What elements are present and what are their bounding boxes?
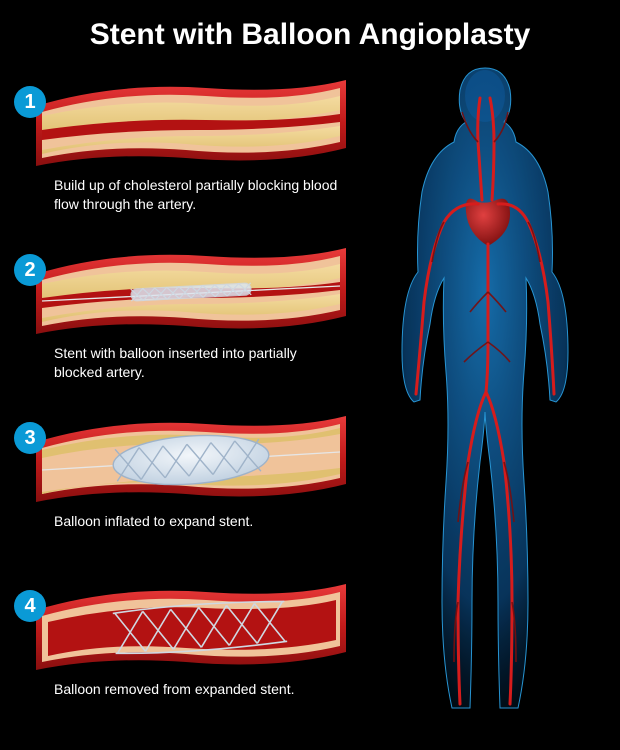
step-badge: 2 xyxy=(14,254,46,286)
step-4: 4 Balloon removed from expanded stent. xyxy=(10,582,360,722)
steps-column: 1 Build up of cholesterol partially bloc… xyxy=(10,78,360,750)
artery-illustration-blocked xyxy=(36,78,346,168)
step-badge: 4 xyxy=(14,590,46,622)
artery-illustration-stent-inserted xyxy=(36,246,346,336)
human-body-circulatory-diagram xyxy=(360,62,610,722)
step-caption: Stent with balloon inserted into partial… xyxy=(54,344,344,382)
step-caption: Balloon inflated to expand stent. xyxy=(54,512,344,531)
step-3: 3 Balloon inflat xyxy=(10,414,360,554)
step-badge: 1 xyxy=(14,86,46,118)
step-caption: Balloon removed from expanded stent. xyxy=(54,680,344,699)
artery-illustration-balloon-inflated xyxy=(36,414,346,504)
page-title: Stent with Balloon Angioplasty xyxy=(0,18,620,52)
step-1: 1 Build up of cholesterol partially bloc… xyxy=(10,78,360,218)
artery-illustration-stent-expanded xyxy=(36,582,346,672)
step-2: 2 Stent with balloon xyxy=(10,246,360,386)
step-badge: 3 xyxy=(14,422,46,454)
step-caption: Build up of cholesterol partially blocki… xyxy=(54,176,344,214)
